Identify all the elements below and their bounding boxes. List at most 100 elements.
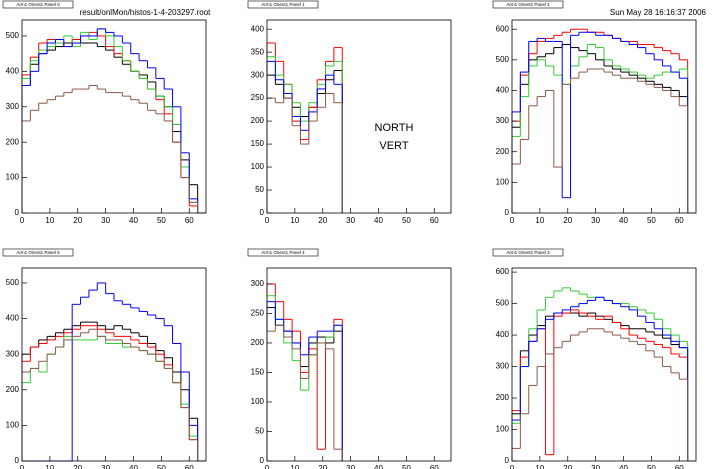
y-tick-label: 400 — [6, 66, 20, 75]
series — [21, 31, 206, 214]
y-tick-label: 100 — [496, 425, 510, 434]
x-tick-label: 40 — [374, 216, 383, 225]
x-tick-label: 10 — [535, 464, 544, 469]
x-tick-label: 0 — [20, 464, 25, 469]
tab-box — [492, 0, 564, 9]
y-tick-label: 600 — [496, 24, 510, 33]
y-tick-label: 250 — [251, 93, 265, 102]
y-tick-label: 100 — [496, 177, 510, 186]
frame — [511, 19, 697, 214]
panel: Arm1 Orient1 Panel 0 0 100 200 300 400 500 0 10 2… — [2, 0, 207, 225]
x-tick-label: 60 — [675, 216, 684, 225]
y-tick-label: 500 — [496, 299, 510, 308]
tab-box — [2, 248, 74, 257]
series — [511, 309, 696, 462]
x-tick-label: 30 — [591, 216, 600, 225]
title-tab: Arm1 Orient1 Panel 2 — [492, 0, 564, 9]
y-tick-label: 300 — [496, 362, 510, 371]
x-tick-label: 50 — [402, 216, 411, 225]
frame — [266, 267, 452, 462]
series — [266, 324, 343, 461]
y-tick-label: 100 — [6, 421, 20, 430]
title-tab: Arm1 Orient1 Panel 3 — [492, 248, 564, 257]
x-tick-label: 30 — [591, 464, 600, 469]
tab-box — [247, 248, 319, 257]
y-tick-label: 0 — [15, 456, 20, 465]
y-tick-label: 400 — [251, 24, 265, 33]
x-tick-label: 20 — [318, 216, 327, 225]
title-tab: Arm1 Orient1 Panel 5 — [2, 248, 74, 257]
x-tick-label: 30 — [101, 464, 110, 469]
y-tick-label: 150 — [251, 368, 265, 377]
x-tick-label: 40 — [129, 216, 138, 225]
y-tick-label: 250 — [251, 309, 265, 318]
tab-box — [247, 0, 319, 9]
x-tick-label: 20 — [563, 216, 572, 225]
tab-box — [492, 248, 564, 257]
tab-box — [2, 0, 74, 9]
panel-title: Arm1 Orient1 Panel 4 — [261, 250, 305, 255]
y-tick-label: 100 — [251, 162, 265, 171]
y-tick-label: 300 — [6, 102, 20, 111]
x-tick-label: 60 — [185, 216, 194, 225]
x-tick-label: 0 — [20, 216, 25, 225]
series — [21, 335, 206, 462]
y-tick-label: 500 — [6, 31, 20, 40]
frame — [21, 267, 207, 462]
x-tick-label: 30 — [346, 464, 355, 469]
x-tick-label: 0 — [265, 464, 270, 469]
series — [21, 38, 206, 214]
y-tick-label: 400 — [496, 330, 510, 339]
series — [266, 70, 343, 213]
title-tab: Arm1 Orient1 Panel 0 — [2, 0, 74, 9]
x-tick-label: 60 — [430, 216, 439, 225]
panel-title: Arm1 Orient1 Panel 3 — [506, 250, 550, 255]
y-tick-label: 300 — [251, 70, 265, 79]
series — [21, 328, 206, 462]
frame — [511, 267, 697, 462]
annotation: VERT — [379, 140, 408, 152]
title-tab: Arm1 Orient1 Panel 1 — [247, 0, 319, 9]
x-tick-label: 10 — [290, 216, 299, 225]
y-tick-label: 0 — [15, 208, 20, 217]
x-tick-label: 40 — [619, 464, 628, 469]
x-tick-label: 20 — [73, 216, 82, 225]
y-tick-label: 400 — [6, 314, 20, 323]
y-tick-label: 50 — [255, 185, 264, 194]
x-tick-label: 10 — [45, 464, 54, 469]
x-tick-label: 50 — [157, 464, 166, 469]
series — [511, 68, 696, 214]
series — [21, 85, 206, 214]
x-tick-label: 60 — [430, 464, 439, 469]
frame — [21, 19, 207, 214]
series — [266, 283, 343, 461]
y-tick-label: 0 — [505, 456, 510, 465]
panel-title: Arm1 Orient1 Panel 1 — [261, 2, 305, 7]
x-tick-label: 0 — [265, 216, 270, 225]
x-tick-label: 50 — [647, 216, 656, 225]
y-tick-label: 300 — [251, 279, 265, 288]
y-tick-label: 150 — [251, 139, 265, 148]
y-tick-label: 200 — [496, 393, 510, 402]
series — [21, 325, 206, 462]
panel-title: Arm1 Orient1 Panel 5 — [16, 250, 60, 255]
series — [511, 328, 696, 462]
x-tick-label: 10 — [45, 216, 54, 225]
x-tick-label: 30 — [346, 216, 355, 225]
y-tick-label: 500 — [496, 55, 510, 64]
x-tick-label: 50 — [157, 216, 166, 225]
x-tick-label: 10 — [290, 464, 299, 469]
x-tick-label: 50 — [647, 464, 656, 469]
x-tick-label: 40 — [374, 464, 383, 469]
panel: Arm1 Orient1 Panel 2 0 100 200 300 400 500 600 0… — [492, 0, 697, 225]
y-tick-label: 50 — [255, 427, 264, 436]
x-tick-label: 60 — [185, 464, 194, 469]
x-tick-label: 20 — [563, 464, 572, 469]
y-tick-label: 200 — [251, 338, 265, 347]
title-tab: Arm1 Orient1 Panel 4 — [247, 248, 319, 257]
annotation: NORTH — [375, 122, 414, 134]
series — [266, 93, 343, 213]
panel: Arm1 Orient1 Panel 4 0 50 100 150 200 250 300 0 1… — [247, 248, 452, 469]
y-tick-label: 350 — [251, 47, 265, 56]
